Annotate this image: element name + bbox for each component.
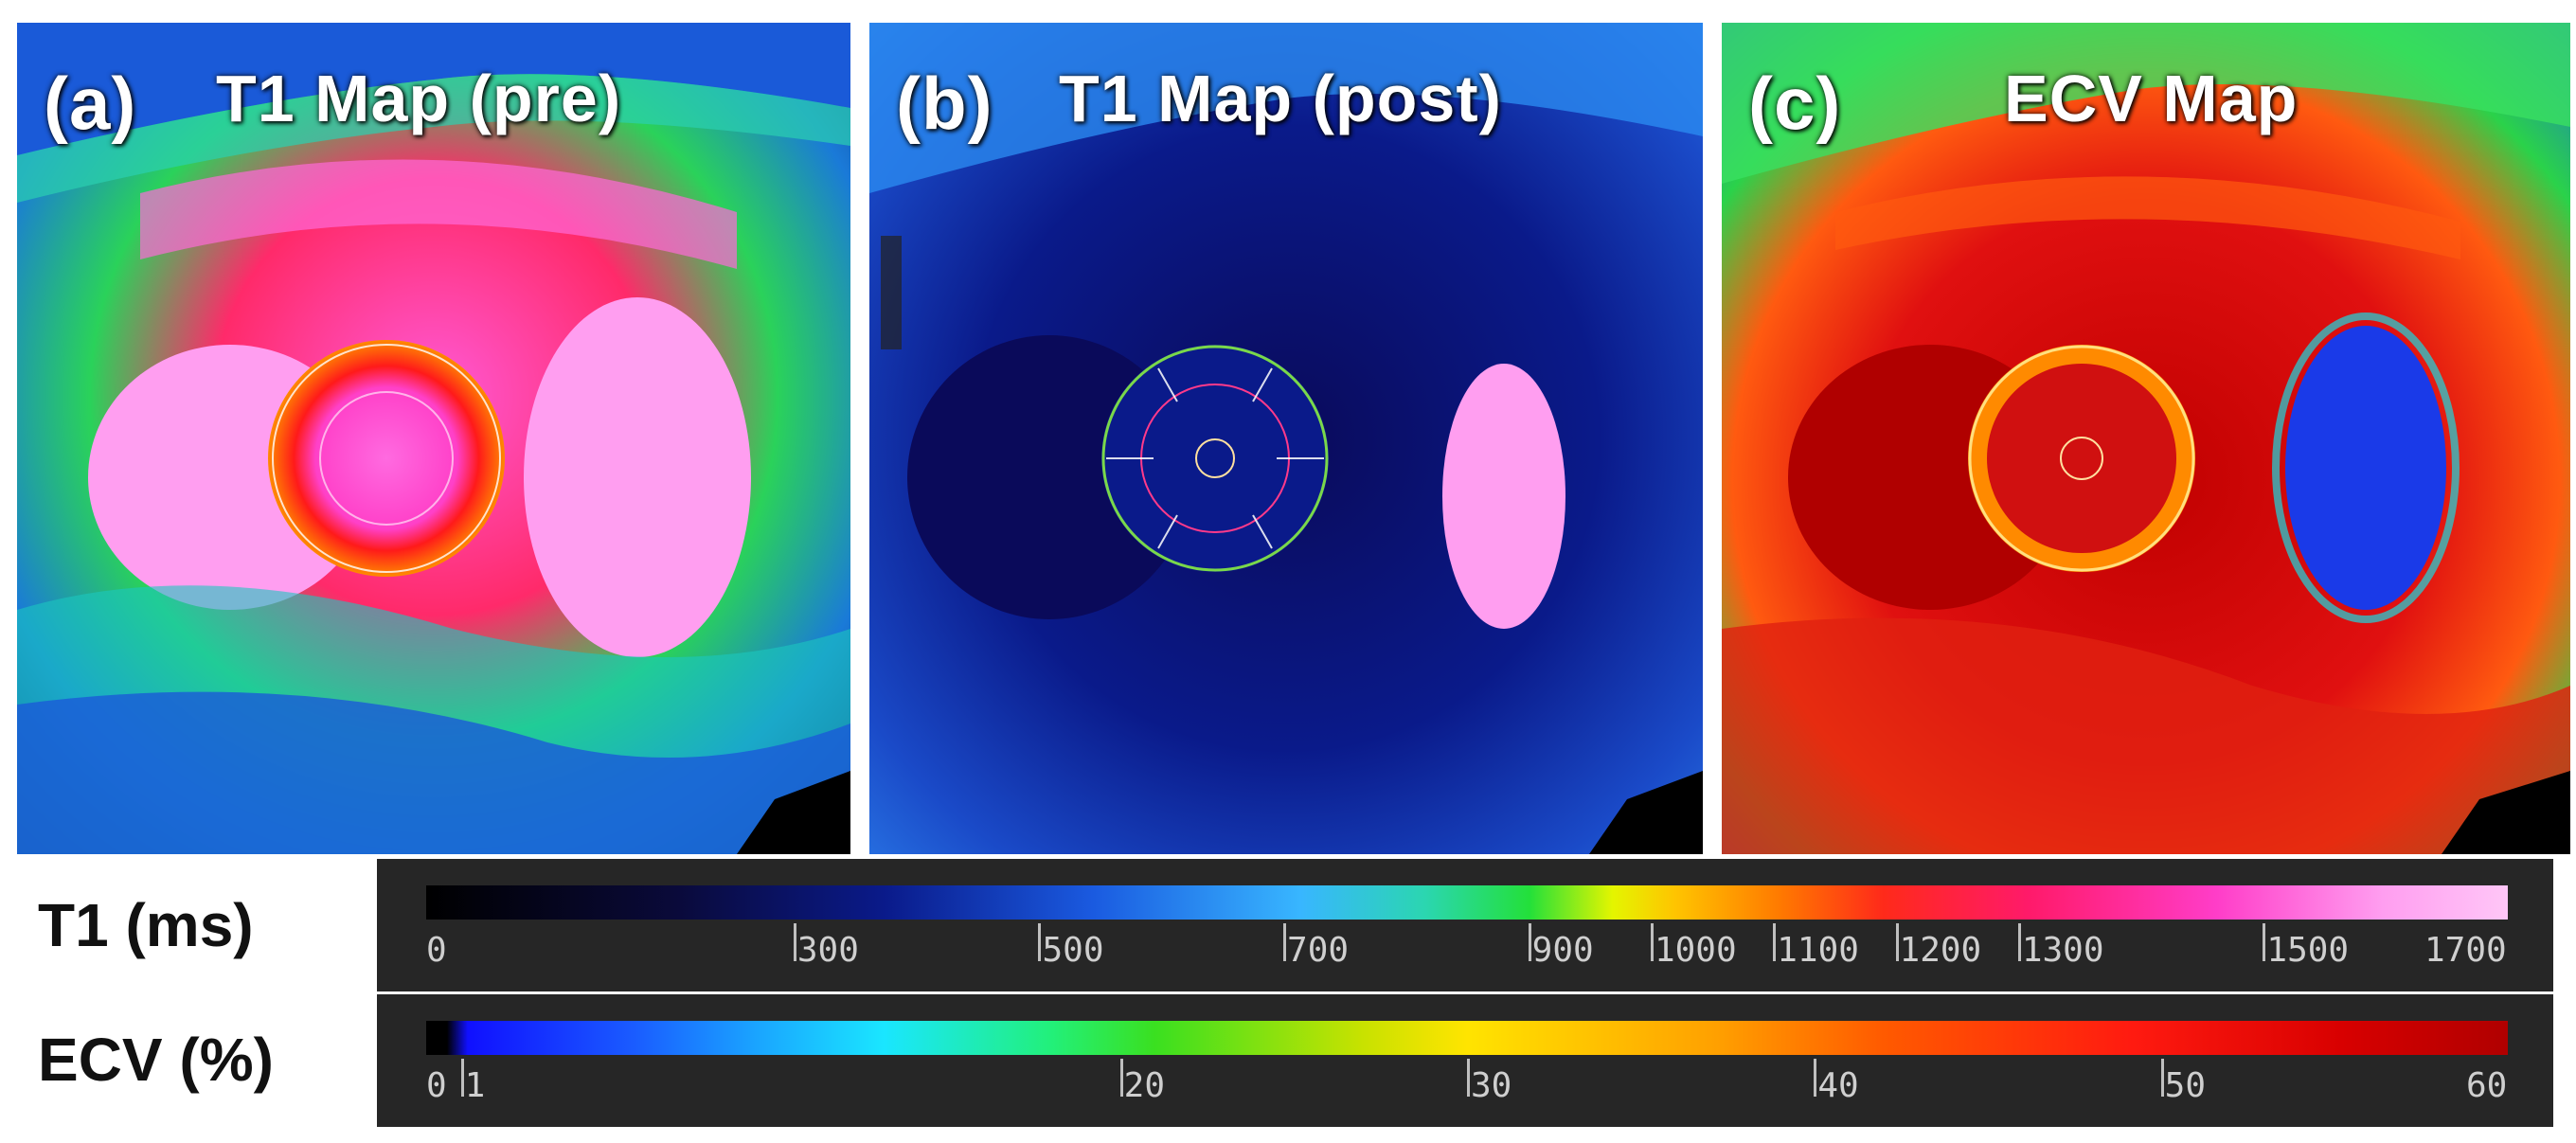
ecv-tick-label-1: 1: [464, 1066, 486, 1105]
ecv-tick-label-20: 20: [1123, 1066, 1166, 1105]
ecv-map-image: [1722, 23, 2570, 854]
t1-tick-label-1500: 1500: [2266, 931, 2350, 970]
ecv-tick-30: [1467, 1059, 1470, 1097]
t1-tick-label-1100: 1100: [1777, 931, 1859, 970]
t1-tick-1000: [1650, 923, 1654, 961]
panel-ecv-map: (c) ECV Map: [1722, 23, 2570, 854]
t1-tick-700: [1283, 923, 1287, 961]
t1-tick-label-1200: 1200: [1899, 931, 1982, 970]
ecv-tick-label-60: 60: [2466, 1066, 2508, 1105]
t1-post-image: [869, 23, 1703, 854]
t1-tick-500: [1038, 923, 1042, 961]
panel-b-letter: (b): [896, 62, 993, 145]
ecv-tick-1: [460, 1059, 464, 1097]
t1-tick-1200: [1895, 923, 1899, 961]
ecv-tick-20: [1119, 1059, 1123, 1097]
t1-tick-label-1700: 1700: [2424, 931, 2507, 970]
t1-tick-label-500: 500: [1042, 931, 1104, 970]
ecv-tick-label-30: 30: [1471, 1066, 1512, 1105]
panel-c-letter: (c): [1748, 62, 1842, 145]
t1-tick-label-1000: 1000: [1654, 931, 1737, 970]
t1-tick-300: [793, 923, 796, 961]
t1-tick-1300: [2017, 923, 2021, 961]
panel-t1-map-post: (b) T1 Map (post): [869, 23, 1703, 854]
ecv-tick-label-50: 50: [2164, 1066, 2207, 1105]
ecv-colorbar: 0 1 20 30 40 50 60: [377, 994, 2553, 1127]
panel-b-title: T1 Map (post): [1059, 62, 1502, 135]
t1-tick-900: [1528, 923, 1531, 961]
t1-tick-label-700: 700: [1287, 931, 1350, 970]
t1-tick-label-900: 900: [1531, 931, 1594, 970]
ecv-scale-label: ECV (%): [38, 1026, 274, 1094]
t1-tick-label-1300: 1300: [2021, 931, 2104, 970]
ecv-colorbar-gradient: [426, 1021, 2508, 1055]
ecv-tick-40: [1814, 1059, 1817, 1097]
panel-c-title: ECV Map: [2004, 62, 2299, 135]
t1-tick-label-300: 300: [796, 931, 859, 970]
ecv-tick-label-40: 40: [1817, 1066, 1859, 1105]
t1-tick-1100: [1773, 923, 1777, 961]
t1-tick-label-0: 0: [426, 931, 447, 970]
panel-a-letter: (a): [44, 62, 137, 145]
ecv-tick-50: [2160, 1059, 2164, 1097]
t1-tick-1500: [2263, 923, 2266, 961]
panel-t1-map-pre: (a) T1 Map (pre): [17, 23, 850, 854]
t1-colorbar: 0 300 500 700 900 1000 1100 1200 1300 1500 1700: [377, 859, 2553, 991]
t1-colorbar-gradient: [426, 885, 2508, 920]
ecv-tick-label-0: 0: [426, 1066, 447, 1105]
t1-scale-label: T1 (ms): [38, 891, 254, 959]
t1-pre-image: [17, 23, 850, 854]
panel-a-title: T1 Map (pre): [216, 62, 622, 135]
